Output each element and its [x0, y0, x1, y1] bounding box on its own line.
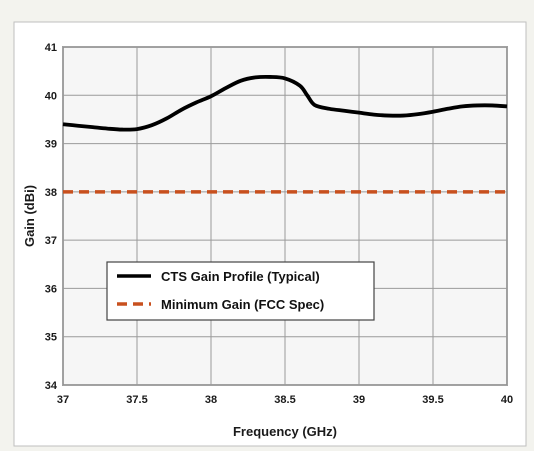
x-axis-title: Frequency (GHz)	[233, 424, 337, 439]
y-tick-label: 41	[45, 42, 57, 54]
x-tick-label: 37	[57, 394, 69, 406]
legend: CTS Gain Profile (Typical) Minimum Gain …	[106, 261, 375, 321]
y-tick-label: 38	[45, 187, 57, 199]
y-tick-label: 39	[45, 139, 57, 151]
y-tick-label: 37	[45, 235, 57, 247]
x-tick-label: 39.5	[422, 394, 443, 406]
y-tick-label: 35	[45, 332, 57, 344]
x-tick-label: 38	[205, 394, 217, 406]
legend-label-cts-gain: CTS Gain Profile (Typical)	[161, 269, 320, 284]
y-axis-title: Gain (dBi)	[22, 185, 37, 247]
y-tick-label: 40	[45, 90, 57, 102]
y-tick-labels: 34 35 36 37 38 39 40 41	[45, 42, 58, 392]
grid-lines	[62, 46, 508, 386]
series-line-cts-gain-profile	[62, 74, 508, 132]
series-layer	[62, 74, 508, 194]
x-tick-label: 37.5	[126, 394, 147, 406]
x-tick-label: 40	[501, 394, 513, 406]
x-tick-label: 38.5	[274, 394, 295, 406]
x-tick-labels: 37 37.5 38 38.5 39 39.5 40	[57, 394, 513, 406]
legend-box	[106, 261, 375, 321]
y-tick-label: 34	[45, 380, 58, 392]
x-tick-label: 39	[353, 394, 365, 406]
y-tick-label: 36	[45, 283, 57, 295]
legend-label-min-gain: Minimum Gain (FCC Spec)	[161, 297, 324, 312]
